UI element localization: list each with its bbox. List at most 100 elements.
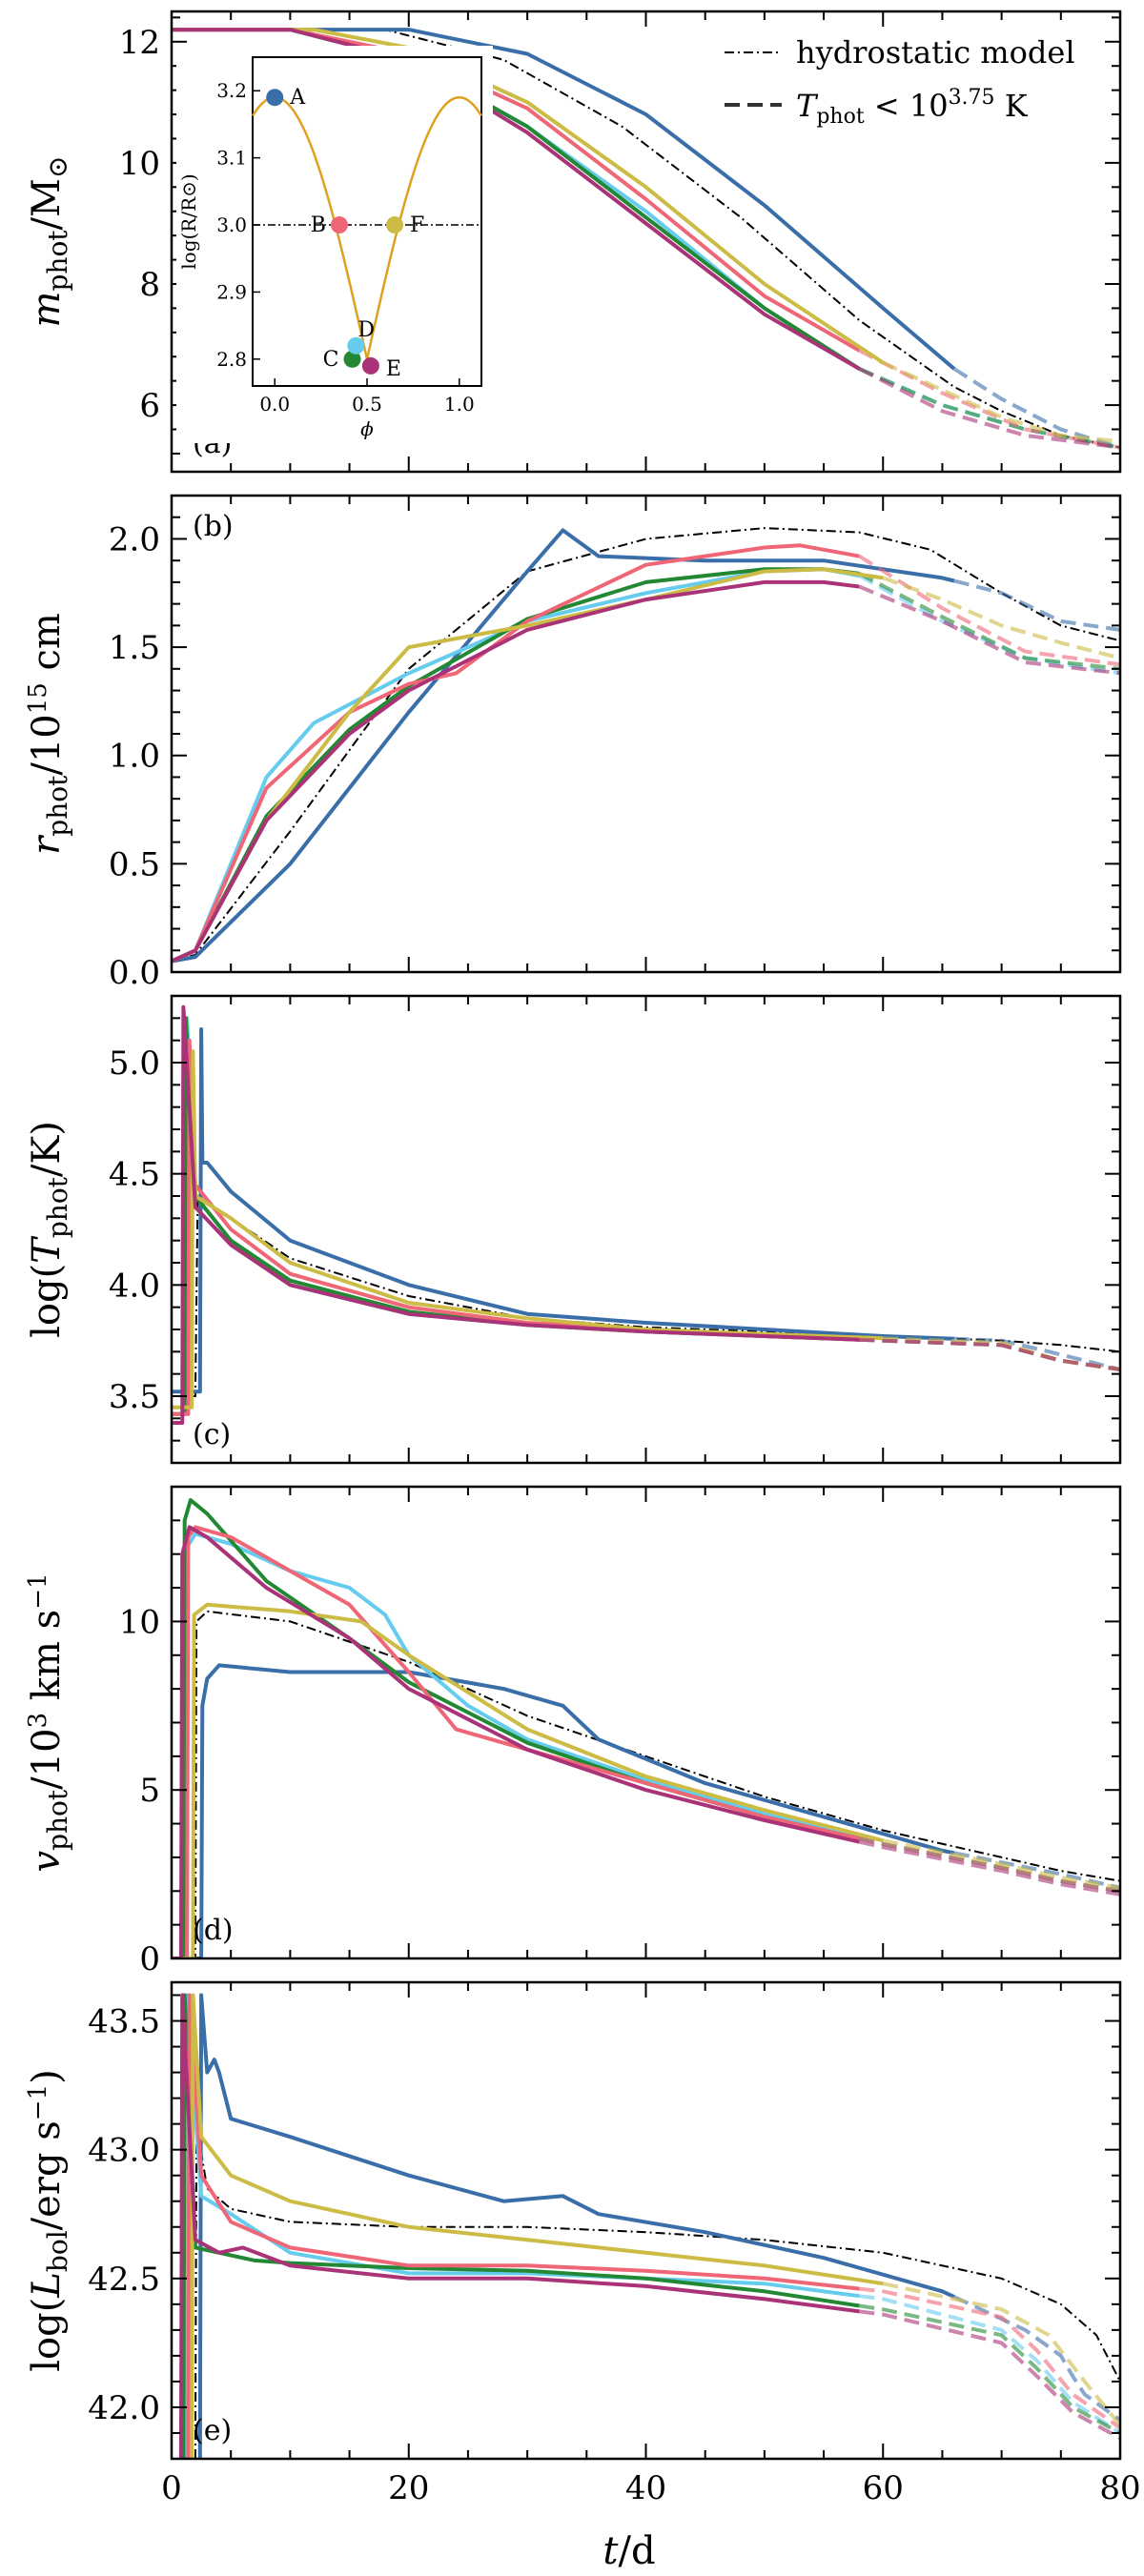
inset-point-label-B: B <box>311 213 326 237</box>
y-axis-label-sup2: −1 <box>24 1572 52 1609</box>
series-line-F <box>172 28 885 365</box>
x-tick-label: 60 <box>863 2469 904 2507</box>
panel-tag: (c) <box>193 1418 231 1451</box>
inset-point-C <box>343 350 361 368</box>
series-line-F-cool <box>882 1838 1120 1890</box>
y-tick-label: 5.0 <box>109 1045 160 1083</box>
legend: hydrostatic model Tphot < 103.75 K <box>725 34 1075 129</box>
series-line-E <box>172 1004 860 1425</box>
series-line-D-cool <box>858 574 1120 676</box>
y-tick-label: 1.0 <box>109 738 160 776</box>
y-axis-label-suffix: ) <box>25 2069 69 2084</box>
y-axis-label: mphot/M⊙ <box>25 156 73 328</box>
series-line-B-cool <box>858 349 1120 450</box>
inset-point-E <box>361 356 379 375</box>
series-line-hydrostatic-model <box>172 1610 1120 1958</box>
y-axis-label: log(Tphot/K) <box>25 1121 73 1338</box>
y-axis-label-sub: phot <box>42 1789 73 1851</box>
y-tick-label: 1.5 <box>109 629 160 667</box>
inset-point-label-F: F <box>410 213 424 237</box>
plot-frame <box>170 494 1122 974</box>
series-group <box>172 1498 1120 1958</box>
panel-e: 0 20 40 60 80 42.0 42.5 43.0 43.5 log(Lbol/erg s−… <box>24 1980 1141 2507</box>
series-line-F-cool <box>882 576 1120 660</box>
y-tick-label: 42.0 <box>88 2389 160 2427</box>
panel-b: 0.0 0.5 1.0 1.5 2.0 rphot/1015 cm (b) <box>24 494 1122 992</box>
y-tick-label: 0 <box>139 1940 160 1978</box>
y-tick-label: 3.5 <box>109 1378 160 1416</box>
series-line-E-cool <box>858 367 1120 450</box>
y-axis-label-var: r <box>25 834 69 855</box>
series-line-A-cool <box>953 2295 1120 2423</box>
y-tick-label: 4.5 <box>109 1156 160 1194</box>
series-line-A <box>172 1027 954 1394</box>
y-axis-label-sub: bol <box>42 2230 73 2272</box>
series-line-hydrostatic-model <box>194 2123 1120 2459</box>
series-line-F-cool <box>882 2282 1120 2427</box>
inset-y-tick-label: 2.9 <box>216 280 247 303</box>
y-tick-label: 5 <box>139 1772 160 1810</box>
inset-y-tick-label: 3.0 <box>216 213 247 236</box>
series-line-A <box>172 28 956 371</box>
y-axis-label-sub: phot <box>42 1176 73 1238</box>
series-line-E-cool <box>859 1337 1120 1371</box>
series-line-B <box>186 1993 860 2459</box>
series-line-hydrostatic-model <box>172 527 1120 963</box>
series-line-D-cool <box>859 1337 1120 1371</box>
y-tick-label: 4.0 <box>109 1267 160 1305</box>
series-line-E <box>178 1993 860 2459</box>
x-tick-label: 80 <box>1099 2469 1140 2507</box>
y-axis-label-sub: phot <box>42 775 73 837</box>
inset-x-tick-label: 1.0 <box>444 393 475 416</box>
inset-point-label-E: E <box>386 357 401 381</box>
series-line-F <box>190 1993 884 2459</box>
x-axis-label: t/d <box>603 2529 655 2573</box>
legend-cool-var: T <box>796 88 819 124</box>
inset-point-label-C: C <box>323 348 339 372</box>
series-line-C-cool <box>859 1337 1120 1371</box>
series-line-C-cool <box>858 1836 1120 1894</box>
series-line-B <box>172 543 860 963</box>
series-line-D-cool <box>859 2294 1120 2435</box>
y-axis-label-unit: /10 <box>25 714 69 775</box>
y-axis-label: vphot/103 km s−1 <box>24 1572 73 1872</box>
x-tick-label: 20 <box>388 2469 429 2507</box>
panel-tag: (e) <box>193 2414 232 2447</box>
x-axis-label-var: t <box>603 2529 619 2573</box>
series-line-F <box>172 1602 884 1958</box>
series-line-B-cool <box>859 2286 1120 2430</box>
inset-point-B <box>330 216 348 234</box>
y-axis-label-sym: ⊙ <box>42 156 73 178</box>
series-group <box>172 527 1120 963</box>
inset: A B CDE F 0.0 0.5 1.0 2.8 2.9 3.0 3.1 3.2 ϕ log(R/R⊙) <box>176 46 493 443</box>
y-axis-label-var: T <box>25 1235 69 1264</box>
y-tick-label: 0.5 <box>109 845 160 883</box>
series-line-A-cool <box>953 578 1120 632</box>
inset-point-label-A: A <box>289 86 306 110</box>
inset-point-A <box>266 89 284 107</box>
series-line-C <box>172 1016 860 1416</box>
y-tick-label: 12 <box>119 24 160 62</box>
y-axis-label-sup: 15 <box>24 682 52 714</box>
y-axis-label-var: L <box>25 2272 69 2299</box>
x-tick-label: 0 <box>161 2469 182 2507</box>
y-axis-label-prefix: log( <box>25 1264 69 1338</box>
y-axis-label-var: m <box>25 292 69 328</box>
legend-label-cool: Tphot < 103.75 K <box>796 86 1029 129</box>
inset-y-label: log(R/R⊙) <box>177 173 200 269</box>
inset-y-tick-label: 3.2 <box>216 79 247 102</box>
y-axis-label-unit: /M <box>25 178 69 230</box>
inset-point-F <box>386 216 404 234</box>
plot-frame <box>170 1485 1122 1960</box>
series-line-E-cool <box>858 1839 1120 1897</box>
legend-label-model: hydrostatic model <box>796 34 1075 71</box>
inset-point-label-D: D <box>358 318 375 342</box>
y-tick-label: 10 <box>119 145 160 183</box>
y-tick-label: 0.0 <box>109 954 160 992</box>
inset-point-D <box>347 336 365 355</box>
plot-frame <box>170 994 1122 1465</box>
series-group <box>178 1993 1120 2459</box>
y-axis-label-prefix: log( <box>25 2298 69 2372</box>
